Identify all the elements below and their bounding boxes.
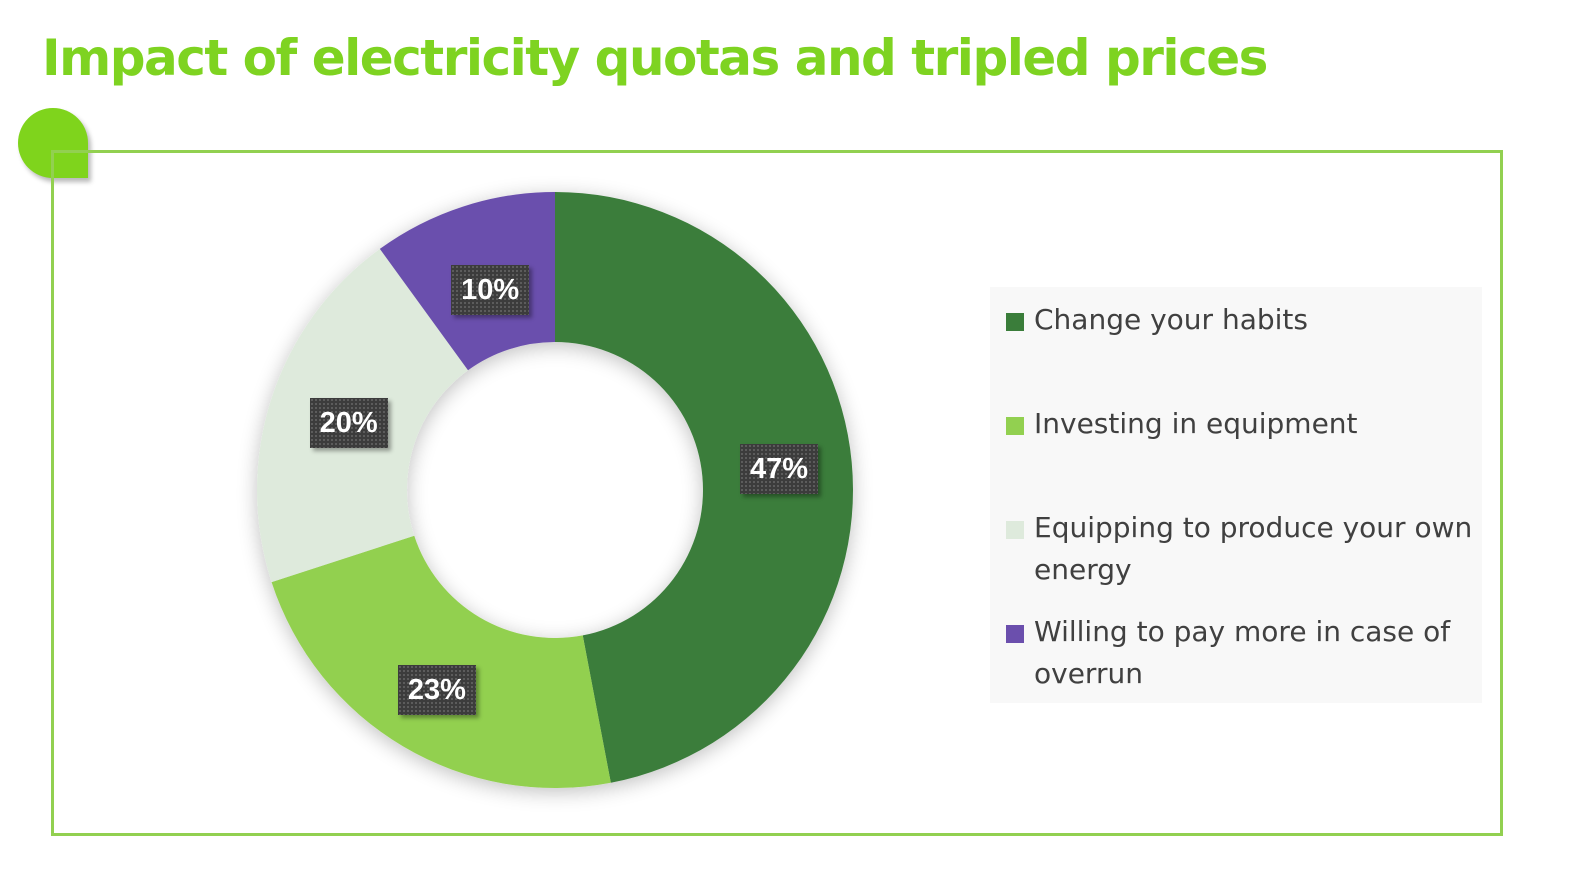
legend: Change your habits Investing in equipmen… (990, 287, 1482, 703)
data-label-change-habits: 47% (740, 443, 819, 494)
slice-investing-equipment (271, 535, 611, 789)
data-label-pay-more: 10% (451, 265, 530, 316)
legend-item-change-habits: Change your habits (1006, 299, 1484, 341)
legend-swatch (1006, 417, 1024, 435)
legend-swatch (1006, 625, 1024, 643)
legend-label: Investing in equipment (1034, 407, 1358, 440)
legend-label: Change your habits (1034, 303, 1308, 336)
slice-change-habits (555, 191, 854, 783)
legend-item-pay-more: Willing to pay more in case of overrun (1006, 611, 1484, 695)
chart-frame (51, 150, 1503, 836)
legend-item-own-energy: Equipping to produce your own energy (1006, 507, 1484, 591)
legend-swatch (1006, 521, 1024, 539)
legend-swatch (1006, 313, 1024, 331)
legend-label: Willing to pay more in case of overrun (1034, 615, 1451, 690)
data-label-own-energy: 20% (309, 397, 388, 448)
page-title: Impact of electricity quotas and tripled… (42, 29, 1268, 87)
legend-label: Equipping to produce your own energy (1034, 511, 1473, 586)
legend-item-investing-equipment: Investing in equipment (1006, 403, 1484, 445)
data-label-investing-equipment: 23% (397, 664, 476, 715)
